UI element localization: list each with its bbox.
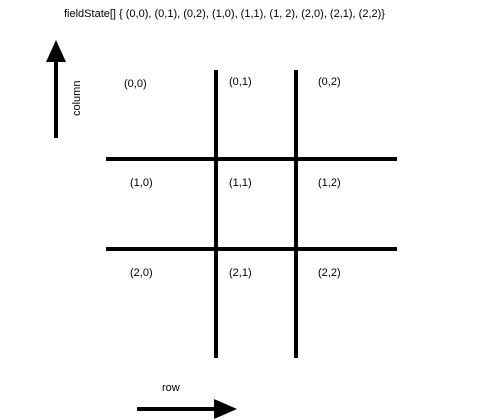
row-axis-label: row bbox=[162, 382, 180, 394]
cell-label-0-0: (0,0) bbox=[124, 78, 147, 90]
cell-label-2-2: (2,2) bbox=[318, 267, 341, 279]
diagram-title: fieldState[] { (0,0), (0,1), (0,2), (1,0… bbox=[64, 8, 385, 20]
cell-label-0-1: (0,1) bbox=[229, 76, 252, 88]
cell-label-2-0: (2,0) bbox=[130, 267, 153, 279]
row-arrow-icon bbox=[137, 399, 237, 419]
cell-label-2-1: (2,1) bbox=[229, 267, 252, 279]
column-arrow-icon bbox=[46, 40, 66, 138]
column-axis-label: column bbox=[71, 80, 83, 116]
cell-label-1-1: (1,1) bbox=[229, 177, 252, 189]
cell-label-1-2: (1,2) bbox=[318, 177, 341, 189]
cell-label-0-2: (0,2) bbox=[318, 76, 341, 88]
cell-label-1-0: (1,0) bbox=[130, 177, 153, 189]
